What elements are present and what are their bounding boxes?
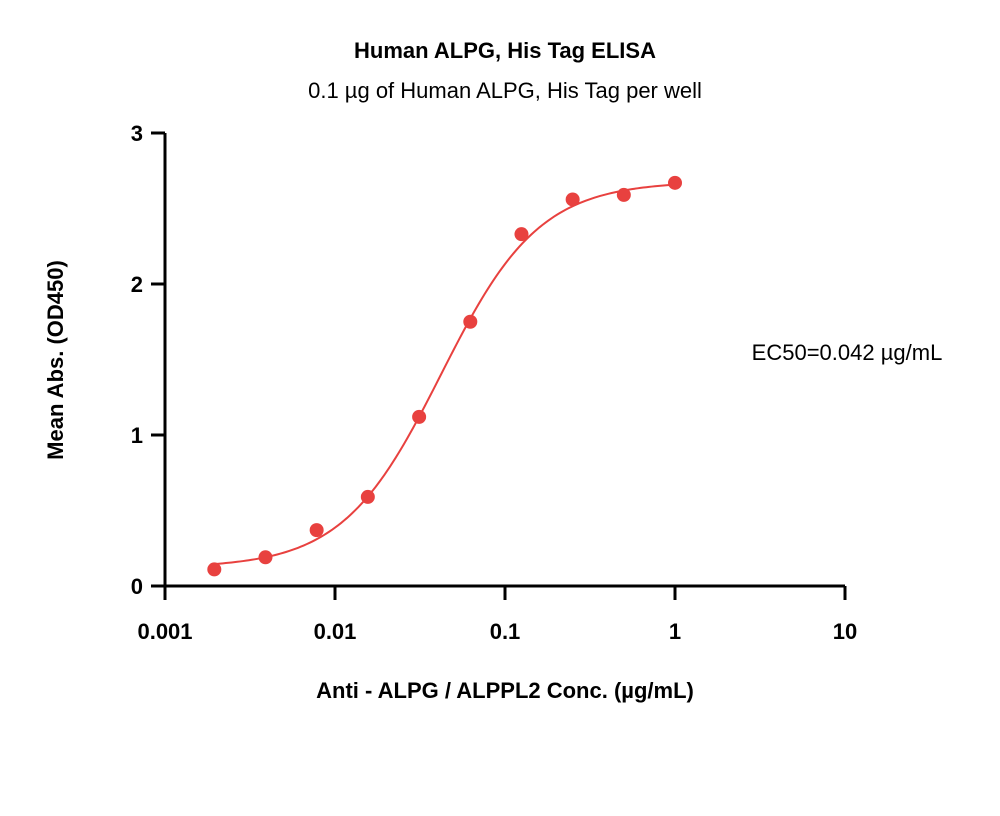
x-ticks: 0.001 0.01 0.1 1 10 (137, 586, 857, 644)
y-tick-label: 0 (131, 574, 143, 599)
x-axis-title: Anti - ALPG / ALPPL2 Conc. (µg/mL) (316, 678, 694, 703)
data-point (463, 314, 478, 329)
x-tick-label: 0.1 (490, 619, 521, 644)
data-point (309, 523, 324, 538)
y-tick-label: 3 (131, 121, 143, 146)
data-point (565, 192, 580, 207)
fit-curve (214, 183, 676, 566)
chart-title: Human ALPG, His Tag ELISA (354, 38, 656, 63)
chart-subtitle: 0.1 µg of Human ALPG, His Tag per well (308, 78, 702, 103)
x-tick-label: 0.01 (314, 619, 357, 644)
data-points (207, 175, 682, 577)
x-tick-label: 1 (669, 619, 681, 644)
data-point (412, 409, 427, 424)
x-tick-label: 10 (833, 619, 857, 644)
y-ticks: 0 1 2 3 (131, 121, 165, 599)
y-tick-label: 1 (131, 423, 143, 448)
data-point (668, 175, 682, 190)
data-point (360, 489, 375, 504)
data-point (616, 187, 631, 202)
data-point (207, 562, 222, 577)
data-point (258, 550, 273, 565)
data-point (514, 227, 529, 242)
x-tick-label: 0.001 (137, 619, 192, 644)
axes (163, 133, 845, 588)
ec50-annotation: EC50=0.042 µg/mL (752, 340, 943, 365)
y-tick-label: 2 (131, 272, 143, 297)
y-axis-title: Mean Abs. (OD450) (43, 260, 68, 460)
